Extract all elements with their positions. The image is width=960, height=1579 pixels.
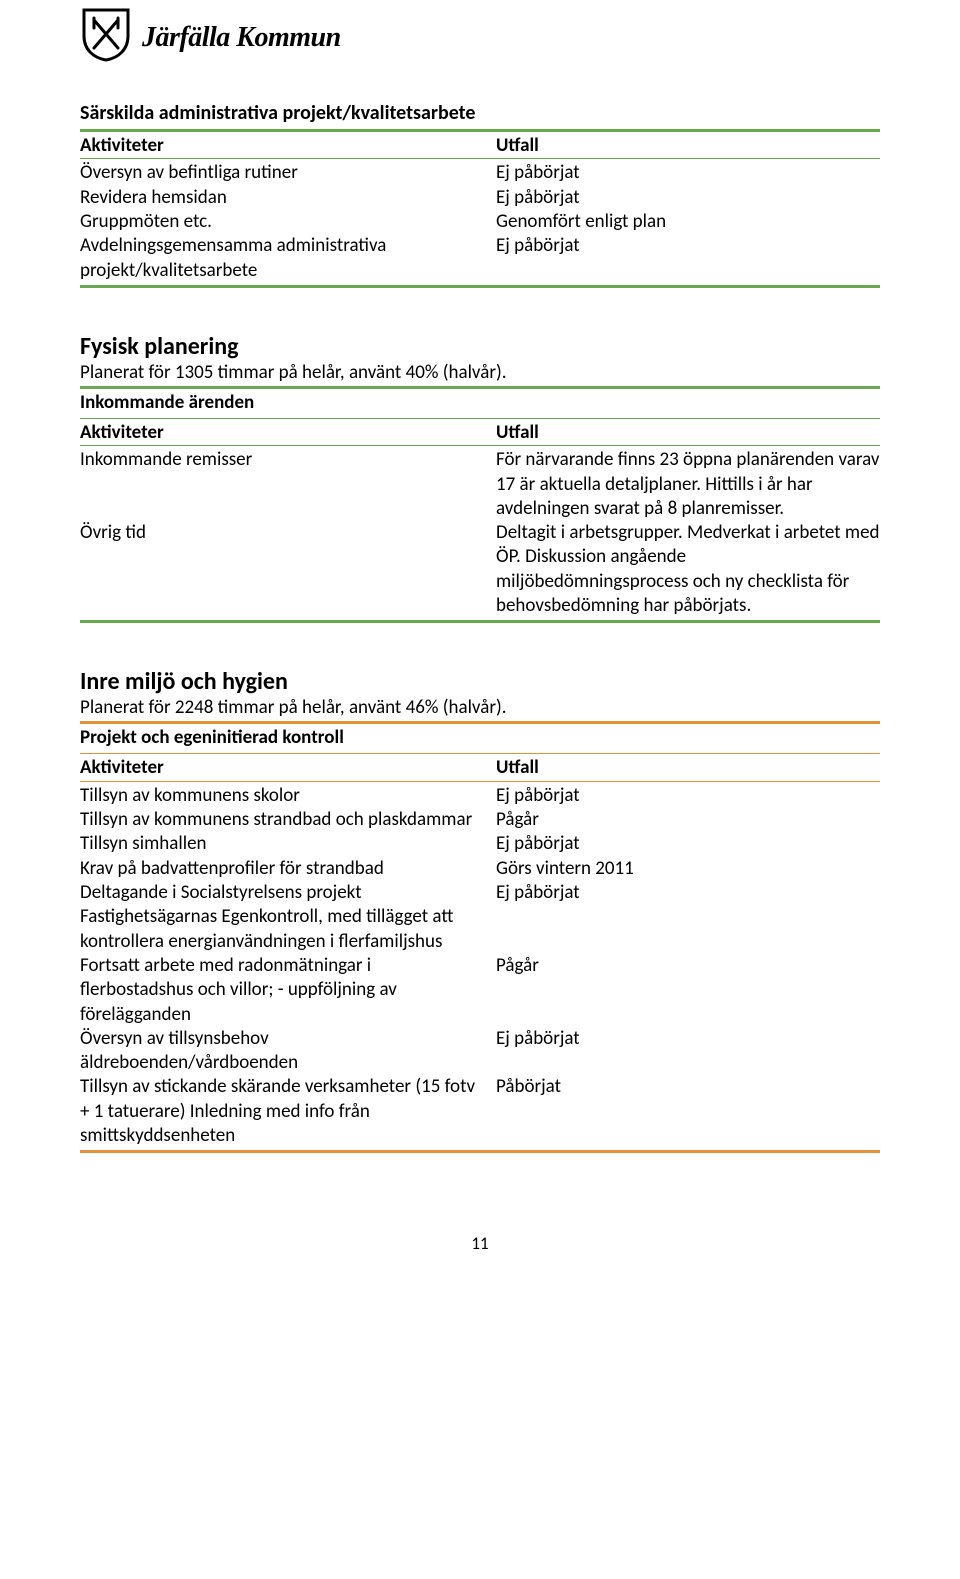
activity-cell: Tillsyn av kommunens skolor [80,781,496,808]
outcome-cell: Görs vintern 2011 [496,857,880,881]
table-row: Tillsyn simhallenEj påbörjat [80,832,880,856]
section-subheader: Inkommande ärenden [80,386,880,414]
outcome-cell: Pågår [496,808,880,832]
activity-cell: Deltagande i Socialstyrelsens projekt Fa… [80,881,496,954]
content-sections: Särskilda administrativa projekt/kvalite… [80,101,880,1153]
section-subheader: Projekt och egeninitierad kontroll [80,721,880,749]
outcome-cell: Ej påbörjat [496,1027,880,1076]
table-row: Avdelningsgemensamma administrativa proj… [80,234,880,283]
activity-cell: Tillsyn av kommunens strandbad och plask… [80,808,496,832]
section-title: Särskilda administrativa projekt/kvalite… [80,101,880,125]
table-row: Översyn av befintliga rutinerEj påbörjat [80,159,880,186]
table-row: Tillsyn av stickande skärande verksamhet… [80,1075,880,1148]
page-number: 11 [80,1233,880,1254]
table-row: Tillsyn av kommunens strandbad och plask… [80,808,880,832]
logo-text: Järfälla Kommun [142,22,341,54]
column-header-utfall: Utfall [496,418,880,445]
column-header-utfall: Utfall [496,754,880,781]
table-row: Revidera hemsidanEj påbörjat [80,186,880,210]
activity-cell: Inkommande remisser [80,446,496,521]
activity-cell: Tillsyn av stickande skärande verksamhet… [80,1075,496,1148]
table-row: Inkommande remisserFör närvarande finns … [80,446,880,521]
activity-cell: Övrig tid [80,521,496,618]
table-row: Krav på badvattenprofiler för strandbadG… [80,857,880,881]
activity-cell: Översyn av tillsynsbehov äldreboenden/vå… [80,1027,496,1076]
activity-cell: Fortsatt arbete med radonmätningar i fle… [80,954,496,1027]
section-subtitle: Planerat för 1305 timmar på helår, använ… [80,361,880,384]
activity-table: AktiviteterUtfallTillsyn av kommunens sk… [80,753,880,1148]
table-row: Deltagande i Socialstyrelsens projekt Fa… [80,881,880,954]
outcome-cell: Ej påbörjat [496,781,880,808]
activity-cell: Tillsyn simhallen [80,832,496,856]
table-bottom-rule [80,1150,880,1153]
outcome-cell: Ej påbörjat [496,234,880,283]
logo-region: Järfälla Kommun [80,0,880,91]
column-header-utfall: Utfall [496,131,880,159]
table-row: Övrig tidDeltagit i arbetsgrupper. Medve… [80,521,880,618]
table-row: Gruppmöten etc.Genomfört enligt plan [80,210,880,234]
column-header-aktiviteter: Aktiviteter [80,131,496,159]
activity-table: AktiviteterUtfallInkommande remisserFör … [80,418,880,619]
activity-cell: Gruppmöten etc. [80,210,496,234]
outcome-cell: Påbörjat [496,1075,880,1148]
section-title: Fysisk planering [80,332,880,361]
document-page: Järfälla Kommun Särskilda administrativa… [0,0,960,1294]
activity-table: AktiviteterUtfallÖversyn av befintliga r… [80,129,880,283]
activity-cell: Krav på badvattenprofiler för strandbad [80,857,496,881]
section-subtitle: Planerat för 2248 timmar på helår, använ… [80,696,880,719]
column-header-aktiviteter: Aktiviteter [80,418,496,445]
outcome-cell: För närvarande finns 23 öppna planärende… [496,446,880,521]
outcome-cell: Ej påbörjat [496,186,880,210]
outcome-cell: Ej påbörjat [496,881,880,954]
outcome-cell: Genomfört enligt plan [496,210,880,234]
table-row: Fortsatt arbete med radonmätningar i fle… [80,954,880,1027]
section-title: Inre miljö och hygien [80,667,880,696]
outcome-cell: Pågår [496,954,880,1027]
table-row: Översyn av tillsynsbehov äldreboenden/vå… [80,1027,880,1076]
activity-cell: Revidera hemsidan [80,186,496,210]
outcome-cell: Ej påbörjat [496,159,880,186]
municipal-crest-icon [80,8,132,67]
activity-cell: Avdelningsgemensamma administrativa proj… [80,234,496,283]
table-bottom-rule [80,285,880,288]
table-row: Tillsyn av kommunens skolorEj påbörjat [80,781,880,808]
activity-cell: Översyn av befintliga rutiner [80,159,496,186]
outcome-cell: Deltagit i arbetsgrupper. Medverkat i ar… [496,521,880,618]
table-bottom-rule [80,620,880,623]
outcome-cell: Ej påbörjat [496,832,880,856]
column-header-aktiviteter: Aktiviteter [80,754,496,781]
